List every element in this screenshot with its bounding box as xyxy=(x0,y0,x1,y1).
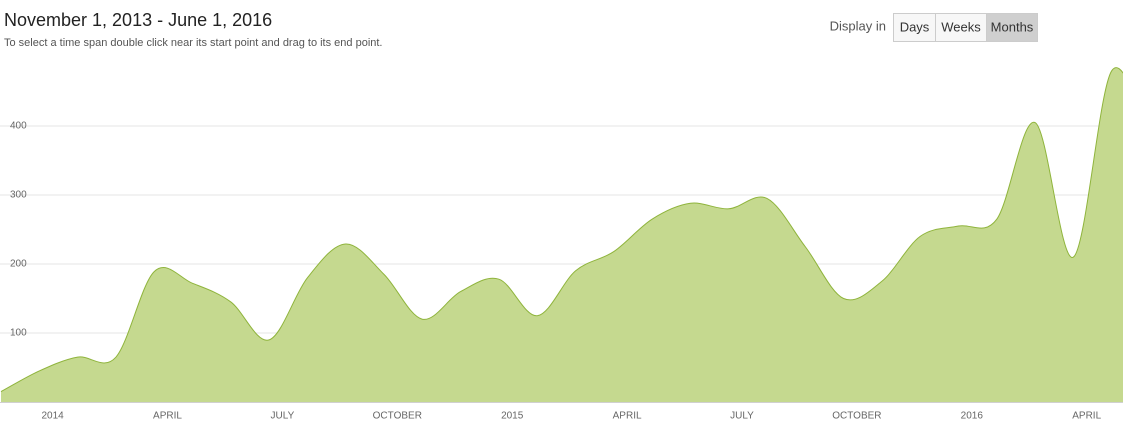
toggle-button[interactable] xyxy=(935,13,987,42)
toggle-button-label[interactable]: Days xyxy=(900,19,930,34)
x-tick-label: APRIL xyxy=(153,411,182,422)
toggle-button[interactable] xyxy=(986,13,1038,42)
x-tick-label: JULY xyxy=(271,411,295,422)
x-tick-label: JULY xyxy=(730,411,754,422)
toggle-button-label[interactable]: Weeks xyxy=(941,19,981,34)
toggle-button-label[interactable]: Months xyxy=(991,19,1034,34)
x-tick-label: APRIL xyxy=(1072,411,1101,422)
x-tick-label: 2016 xyxy=(961,411,984,422)
y-tick-label: 400 xyxy=(10,121,27,132)
area xyxy=(1,67,1123,402)
chart-subtitle: To select a time span double click near … xyxy=(4,37,383,49)
toggle-button[interactable] xyxy=(893,13,936,42)
display-in-label: Display in xyxy=(830,18,886,33)
button-group: Days Weeks Months xyxy=(893,13,1038,42)
x-tick-label: 2014 xyxy=(41,411,64,422)
x-tick-label: 2015 xyxy=(501,411,524,422)
x-tick-label: OCTOBER xyxy=(373,411,422,422)
y-tick-label: 200 xyxy=(10,259,27,270)
y-tick-label: 100 xyxy=(10,328,27,339)
x-tick-label: OCTOBER xyxy=(832,411,881,422)
chart-title: November 1, 2013 - June 1, 2016 xyxy=(4,10,272,30)
y-tick-label: 300 xyxy=(10,190,27,201)
x-tick-label: APRIL xyxy=(613,411,642,422)
area-line xyxy=(0,67,1123,393)
